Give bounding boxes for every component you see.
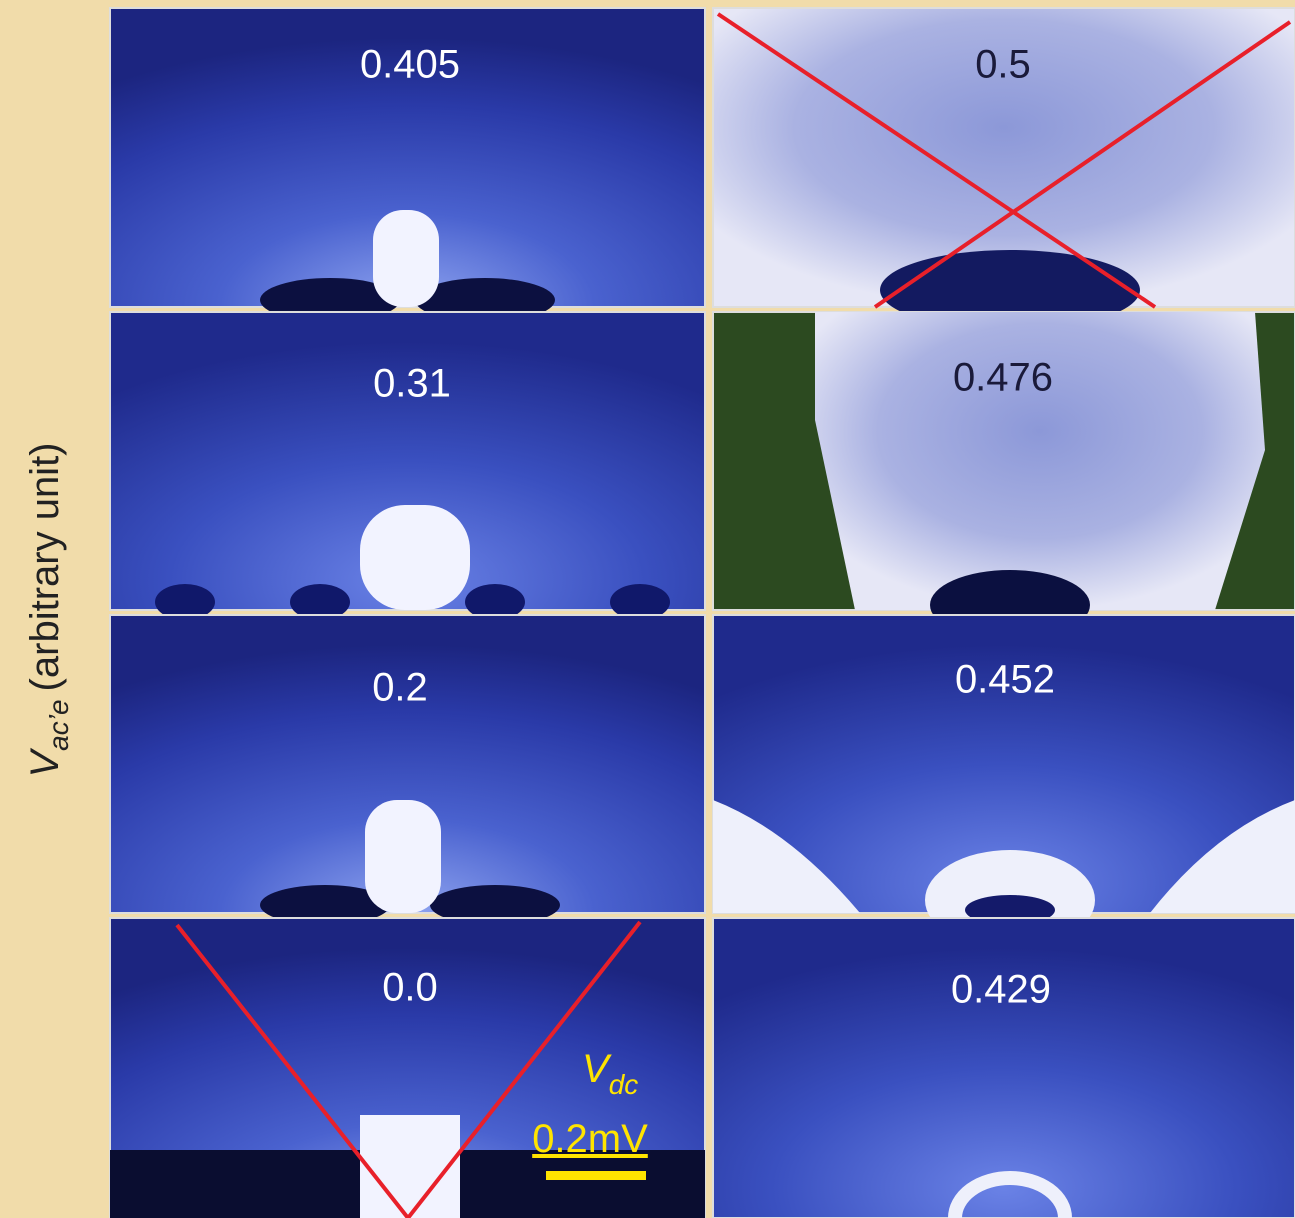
panel-label: 0.31 (373, 362, 451, 406)
panel: 0.429 (712, 917, 1295, 1218)
panel: 0.405 (109, 7, 706, 322)
panel-label: 0.0 (382, 966, 438, 1010)
panel: 0.476 (712, 311, 1295, 640)
panel: 0.31 (109, 311, 706, 620)
axis-label-text: Vac’e (arbitrary unit) (23, 442, 74, 777)
scale-symbol-letter: V (582, 1047, 612, 1091)
axis-text: (arbitrary unit) (23, 442, 67, 691)
scale-bar: Vdc 0.2mV (532, 1047, 648, 1180)
scale-bar-line (546, 1171, 646, 1180)
scale-length: 0.2mV (532, 1117, 648, 1161)
panel-label: 0.5 (975, 43, 1031, 87)
panel-label: 0.429 (951, 968, 1051, 1012)
panel-label: 0.476 (953, 356, 1053, 400)
axis-symbol: V (23, 748, 67, 778)
scale-symbol: Vdc (582, 1047, 638, 1100)
panel: 0.5 (712, 7, 1295, 330)
panel: 0.452 (712, 614, 1295, 950)
panel: 0.0 (109, 917, 706, 1218)
axis-label: Vac’e (arbitrary unit) (23, 442, 74, 777)
panel: 0.2 (109, 614, 706, 925)
panel-label: 0.2 (372, 666, 428, 710)
scale-subscript: dc (609, 1069, 639, 1100)
panel-label: 0.452 (955, 658, 1055, 702)
panel-label: 0.405 (360, 43, 460, 87)
axis-subscript: ac’e (43, 699, 74, 750)
